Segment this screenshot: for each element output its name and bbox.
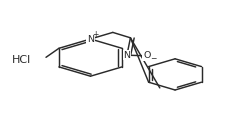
Text: N: N	[87, 35, 94, 44]
Text: O: O	[143, 51, 151, 60]
Text: −: −	[150, 54, 157, 63]
Text: HCl: HCl	[12, 55, 31, 65]
Text: +: +	[92, 30, 99, 39]
Text: N: N	[123, 51, 130, 60]
